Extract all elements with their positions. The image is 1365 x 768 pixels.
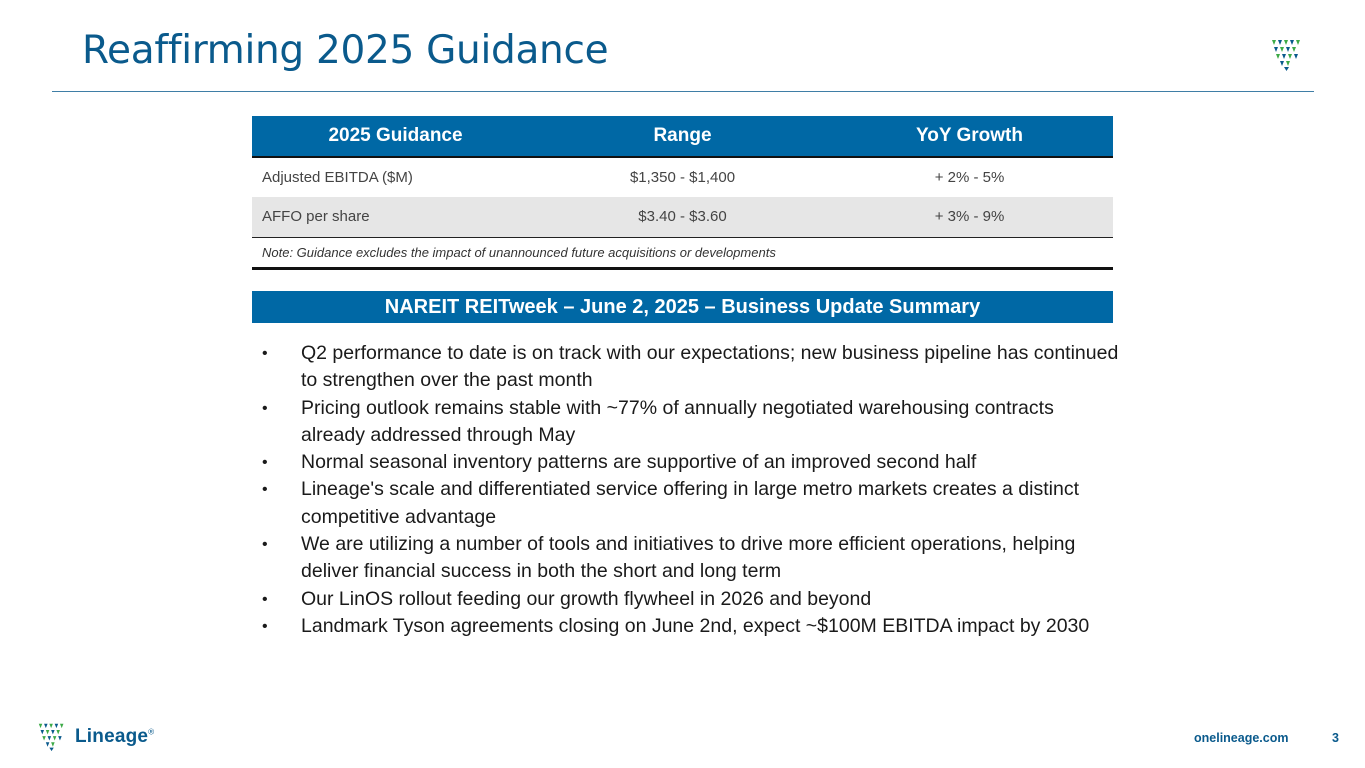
bullet-text: Our LinOS rollout feeding our growth fly…: [301, 587, 872, 610]
bullet-text: Lineage's scale and differentiated servi…: [301, 478, 1080, 528]
row-range: $3.40 - $3.60: [539, 197, 826, 238]
summary-bullet-list: • Q2 performance to date is on track with…: [262, 340, 1122, 640]
guidance-table: 2025 Guidance Range YoY Growth Adjusted …: [252, 116, 1113, 270]
bullet-icon: •: [262, 399, 268, 417]
row-growth: + 3% - 9%: [826, 197, 1113, 238]
lineage-logo-icon: [38, 723, 64, 752]
guidance-note: Note: Guidance excludes the impact of un…: [252, 237, 1113, 270]
brand-name: Lineage: [75, 726, 149, 747]
summary-banner: NAREIT REITweek – June 2, 2025 – Busines…: [252, 291, 1113, 323]
brand-wordmark: Lineage®: [75, 726, 154, 748]
footer-url: onelineage.com: [1194, 731, 1289, 745]
bullet-text: Normal seasonal inventory patterns are s…: [301, 451, 977, 474]
bullet-icon: •: [262, 617, 268, 635]
bullet-icon: •: [262, 481, 268, 499]
list-item: • Landmark Tyson agreements closing on Ju…: [262, 613, 1122, 640]
list-item: • Q2 performance to date is on track with…: [262, 340, 1122, 395]
list-item: • Pricing outlook remains stable with ~77…: [262, 395, 1122, 450]
table-row: Adjusted EBITDA ($M) $1,350 - $1,400 + 2…: [252, 157, 1113, 197]
footer-logo: Lineage®: [36, 721, 154, 753]
row-range: $1,350 - $1,400: [629, 169, 736, 186]
row-label: AFFO per share: [252, 197, 539, 238]
bullet-text: We are utilizing a number of tools and i…: [301, 533, 1076, 583]
header-range: Range: [539, 116, 826, 158]
page-number: 3: [1332, 731, 1339, 745]
list-item: • Lineage's scale and differentiated serv…: [262, 476, 1122, 531]
bullet-icon: •: [262, 454, 268, 472]
bullet-text: Landmark Tyson agreements closing on Jun…: [301, 614, 1090, 637]
table-row: AFFO per share $3.40 - $3.60 + 3% - 9%: [252, 197, 1113, 238]
table-header-row: 2025 Guidance Range YoY Growth: [252, 116, 1113, 158]
bullet-icon: •: [262, 536, 268, 554]
lineage-shield-icon: [1272, 40, 1300, 71]
list-item: • Our LinOS rollout feeding our growth fl…: [262, 586, 1122, 613]
page-title: Reaffirming 2025 Guidance: [82, 28, 609, 73]
shield-chevrons: [1272, 40, 1300, 71]
brand-trademark: ®: [148, 727, 155, 737]
row-label: Adjusted EBITDA ($M): [262, 169, 413, 186]
bullet-text: Q2 performance to date is on track with …: [301, 342, 1119, 392]
bullet-icon: •: [262, 590, 268, 608]
header-yoy-growth: YoY Growth: [826, 116, 1113, 158]
bullet-icon: •: [262, 345, 268, 362]
list-item: • We are utilizing a number of tools and …: [262, 531, 1122, 586]
table-note-row: Note: Guidance excludes the impact of un…: [252, 237, 1113, 270]
header-guidance: 2025 Guidance: [252, 116, 539, 158]
title-divider: [52, 91, 1314, 92]
list-item: • Normal seasonal inventory patterns are …: [262, 449, 1122, 476]
bullet-text: Pricing outlook remains stable with ~77%…: [301, 396, 1054, 446]
row-growth: + 2% - 5%: [934, 169, 1005, 186]
